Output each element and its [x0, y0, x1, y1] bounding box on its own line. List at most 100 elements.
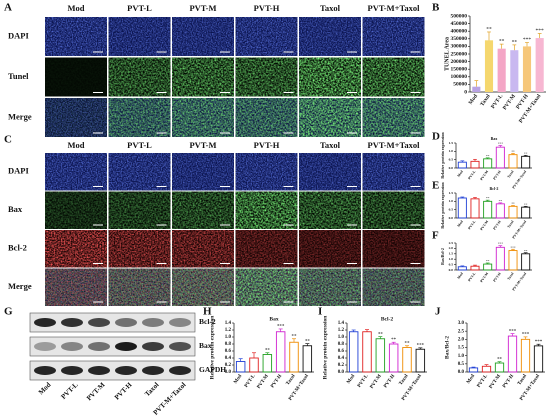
micrograph-signal	[362, 57, 425, 97]
blot-band	[142, 366, 164, 375]
significance-mark: **	[486, 196, 490, 200]
chart-title: Bax	[269, 316, 278, 322]
micrograph-signal	[45, 191, 107, 229]
bar	[457, 161, 467, 169]
blot-band	[88, 342, 110, 351]
x-tick-label: Taxol	[286, 373, 297, 386]
bar	[472, 86, 481, 92]
panel-label: E	[432, 180, 439, 192]
bar	[375, 338, 386, 373]
bar	[483, 200, 493, 219]
y-tick-label: 3.0	[458, 321, 465, 326]
x-tick-label: PVT-M	[479, 271, 489, 283]
x-tick-label: PVT-H	[492, 272, 501, 283]
x-tick-label: PVT-H	[383, 374, 396, 389]
row-label: Bcl-2	[8, 243, 27, 253]
x-tick-label: Mod	[468, 93, 479, 105]
y-tick-label: 50000	[453, 82, 467, 88]
bar	[470, 265, 480, 271]
significance-mark: **	[511, 149, 515, 153]
x-tick-label: PVT-L	[244, 373, 257, 388]
bar	[495, 203, 505, 219]
y-tick-label: 1.5	[458, 346, 465, 351]
blot-band	[142, 342, 164, 351]
column-header: PVT-H	[254, 140, 280, 150]
significance-mark: **	[511, 202, 515, 206]
y-tick-label: 0	[464, 89, 467, 95]
bar	[235, 361, 246, 373]
significance-mark: **	[405, 341, 411, 346]
blot-band	[34, 366, 56, 375]
micrograph-signal	[172, 57, 234, 97]
column-header: Taxol	[320, 3, 341, 13]
panel-label: D	[432, 131, 440, 143]
lane-label: PVT-M	[85, 381, 107, 403]
x-tick-label: PVT-M	[479, 169, 489, 181]
micrograph-signal	[108, 191, 171, 229]
y-tick-label: 0.2	[225, 363, 232, 368]
x-tick-label: PVT-M	[489, 374, 502, 390]
y-tick-label: 1.0	[338, 335, 345, 340]
x-tick-label: PVT-M	[479, 219, 489, 231]
bar	[508, 205, 518, 219]
micrograph-signal	[235, 230, 298, 268]
band-label: GAPDH	[199, 365, 226, 374]
bar	[535, 38, 544, 92]
y-axis-label: Relative protein expression	[440, 132, 445, 179]
x-tick-label: Taxol	[517, 373, 528, 386]
y-tick-label: 1.5	[449, 191, 454, 195]
column-header: PVT-M	[189, 3, 216, 13]
panel-label: I	[318, 306, 322, 318]
x-tick-label: Mod	[233, 374, 243, 385]
x-tick-label: Taxol	[506, 170, 514, 179]
x-tick-label: PVT-M	[257, 374, 270, 390]
blot-strip	[29, 336, 196, 357]
micrograph-signal	[235, 98, 298, 137]
micrograph-signal	[362, 153, 425, 191]
significance-mark: ***	[417, 343, 425, 348]
blot-band	[61, 366, 83, 375]
row-label: Tunel	[8, 71, 29, 81]
y-axis-label: Relative protein expression	[209, 316, 215, 380]
chart-title: Bcl-2	[490, 186, 499, 191]
y-axis-label: Relative protein expression	[322, 316, 328, 380]
x-tick-label: Mod	[457, 272, 464, 280]
y-tick-label: 200000	[451, 59, 468, 65]
x-tick-label: Mod	[466, 374, 476, 385]
column-header: PVT-H	[254, 3, 280, 13]
significance-mark: **	[486, 259, 490, 263]
lane-label: PVT-L	[59, 381, 79, 401]
micrograph-signal	[235, 57, 298, 97]
y-tick-label: 1.0	[458, 354, 465, 359]
y-tick-label: 1.2	[225, 328, 232, 333]
panel-label: H	[203, 306, 212, 318]
y-tick-label: 0.0	[449, 216, 454, 220]
micrograph-signal	[172, 153, 234, 191]
x-tick-label: Taxol	[506, 272, 514, 281]
row-label: Merge	[8, 111, 32, 121]
panel-label: G	[4, 306, 13, 318]
bar	[484, 40, 494, 92]
bar	[494, 362, 505, 373]
micrograph-signal	[45, 17, 107, 56]
row-label: Bax	[8, 204, 23, 214]
x-tick-label: PVT-M	[502, 93, 517, 111]
bar	[470, 198, 480, 219]
blot-band	[115, 342, 137, 351]
bar	[481, 365, 492, 373]
y-tick-label: 0.6	[338, 349, 345, 354]
column-header: Mod	[68, 3, 85, 13]
significance-mark: ***	[523, 37, 532, 43]
column-header: Taxol	[320, 140, 341, 150]
panel-label: F	[432, 230, 439, 242]
y-tick-label: 2.5	[458, 329, 465, 334]
significance-mark: **	[486, 154, 490, 158]
bar	[510, 50, 519, 92]
significance-mark: **	[499, 39, 505, 45]
micrograph-signal	[108, 153, 171, 191]
bar	[483, 263, 493, 271]
significance-mark: ***	[498, 142, 504, 146]
bar	[521, 155, 531, 169]
y-tick-label: 2.0	[449, 246, 454, 250]
y-tick-label: 0.0	[458, 370, 465, 375]
